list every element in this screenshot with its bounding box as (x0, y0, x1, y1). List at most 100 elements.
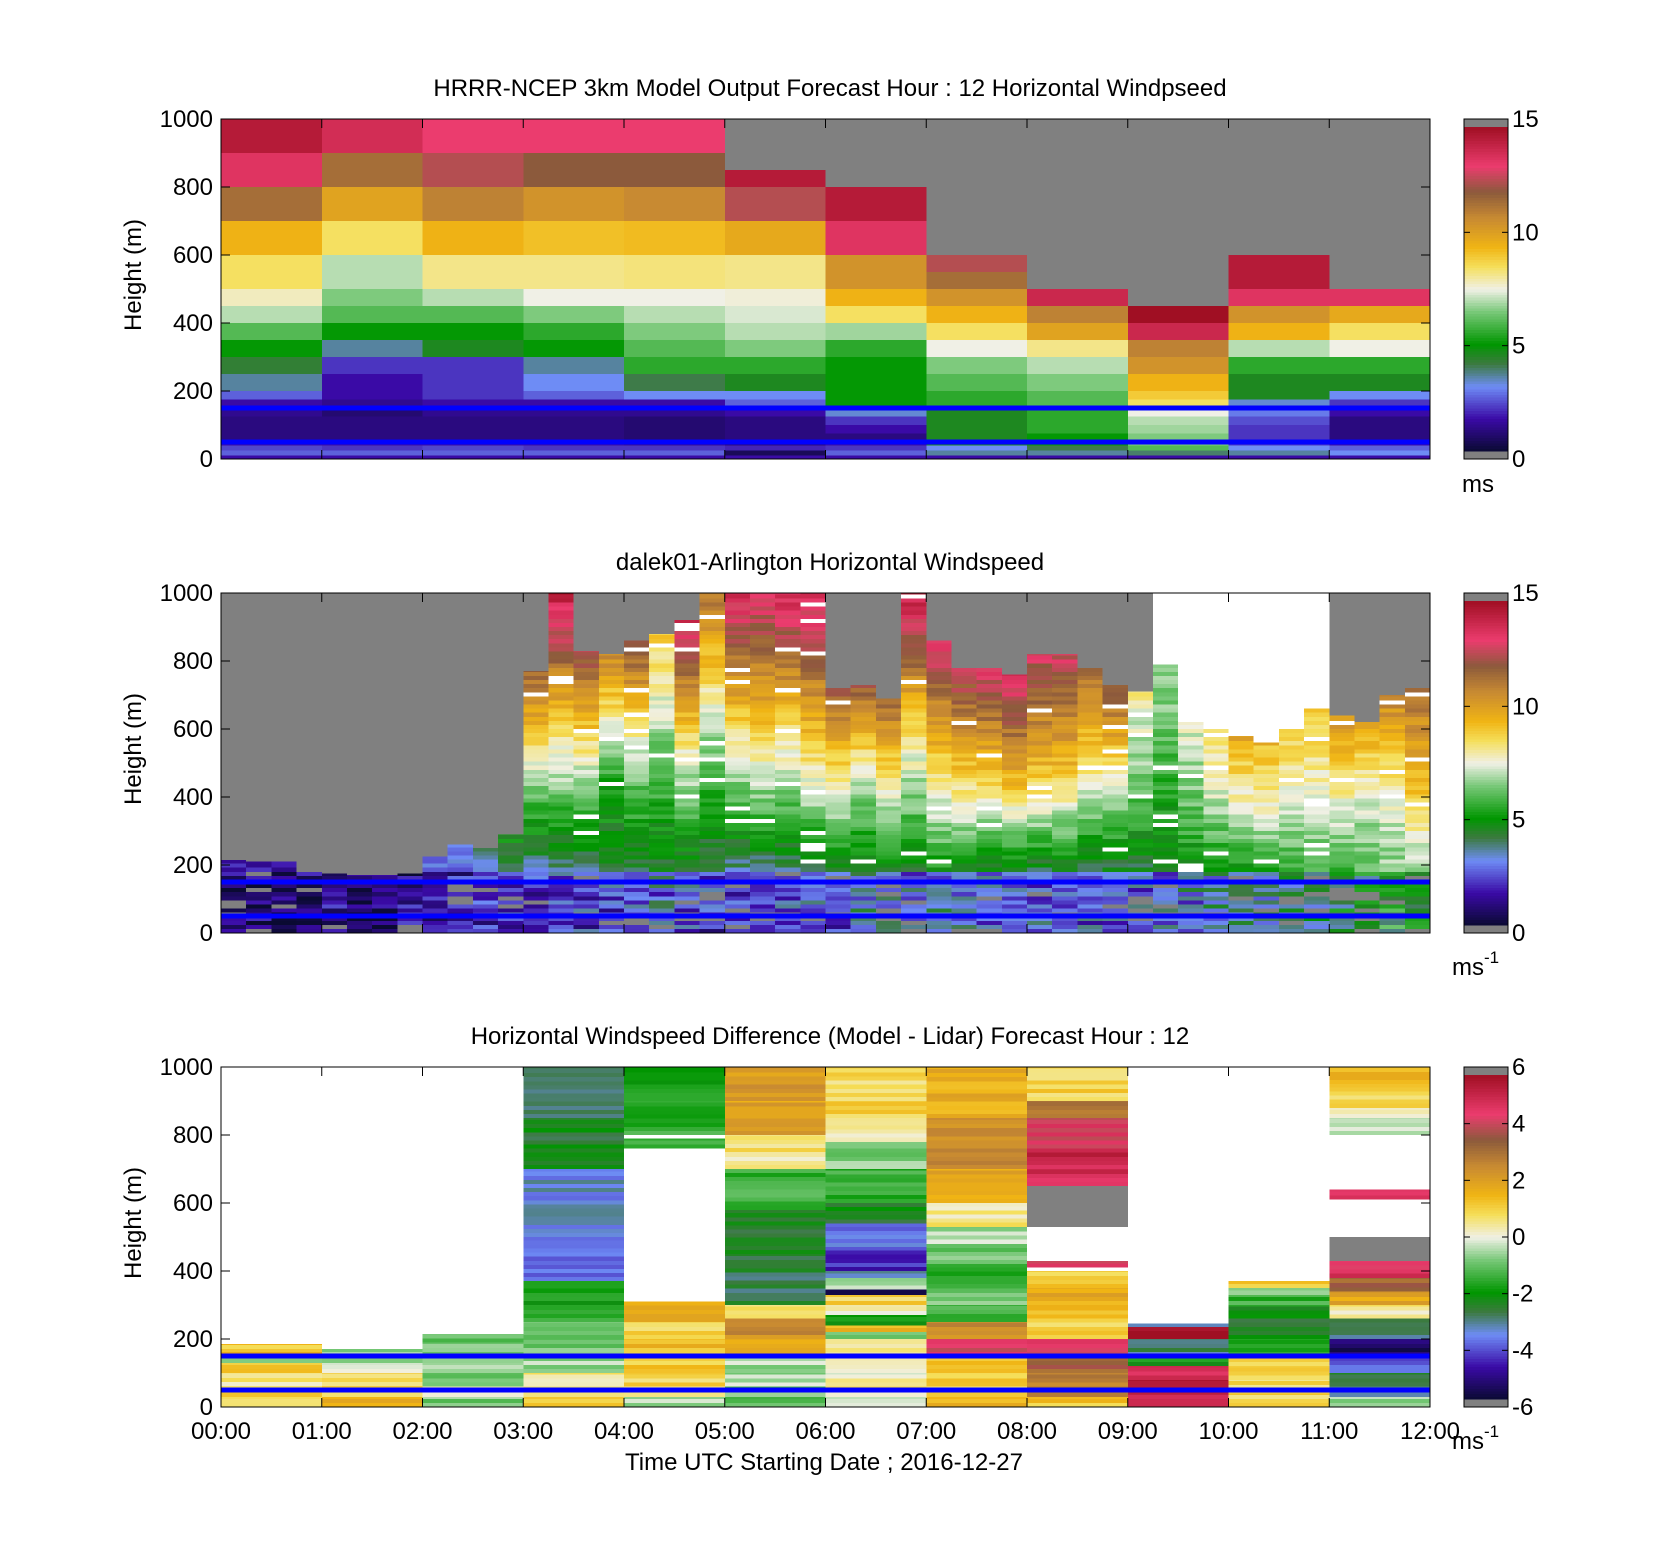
heatmap-cell (221, 867, 247, 872)
heatmap-cell (749, 810, 776, 815)
heatmap-cell (1228, 1379, 1330, 1382)
heatmap-cell (598, 822, 624, 827)
heatmap-cell (724, 720, 750, 725)
heatmap-cell (1001, 733, 1027, 738)
heatmap-cell (1278, 773, 1305, 778)
heatmap-cell (1278, 884, 1305, 889)
heatmap-cell (321, 1392, 423, 1397)
missing-data-cell (926, 119, 1027, 255)
heatmap-cell (926, 408, 1027, 417)
heatmap-cell (548, 810, 574, 815)
heatmap-cell (598, 916, 624, 921)
heatmap-cell (573, 859, 599, 864)
heatmap-cell (1178, 737, 1204, 742)
heatmap-cell (775, 688, 801, 693)
heatmap-cell (749, 928, 776, 933)
heatmap-cell (724, 1296, 826, 1301)
heatmap-cell (749, 851, 776, 856)
heatmap-cell (1329, 445, 1430, 451)
colorbar-swatch (1464, 353, 1508, 358)
heatmap-cell (624, 782, 650, 787)
heatmap-cell (951, 826, 977, 831)
heatmap-cell (674, 620, 700, 623)
heatmap-cell (624, 847, 650, 852)
heatmap-cell (1127, 1402, 1229, 1407)
heatmap-cell (875, 867, 902, 872)
colorbar-swatch (1464, 224, 1508, 228)
heatmap-cell (850, 720, 876, 725)
colorbar-swatch (1464, 1288, 1508, 1292)
heatmap-cell (1228, 1371, 1330, 1376)
heatmap-cell (1354, 786, 1380, 791)
heatmap-cell (1404, 790, 1430, 795)
heatmap-cell (749, 822, 776, 827)
heatmap-cell (1329, 1378, 1430, 1383)
heatmap-cell (926, 1186, 1027, 1191)
heatmap-cell (221, 1381, 322, 1386)
heatmap-cell (875, 700, 902, 705)
heatmap-cell (1329, 1067, 1430, 1072)
heatmap-cell (850, 708, 876, 713)
missing-data-cell (825, 119, 927, 187)
heatmap-cell (548, 831, 574, 836)
heatmap-cell (1178, 896, 1204, 901)
heatmap-cell (775, 892, 801, 897)
colorbar-swatch (1464, 251, 1508, 255)
colorbar-swatch (1464, 1158, 1508, 1162)
colorbar-swatch (1464, 1312, 1508, 1316)
heatmap-cell (598, 896, 624, 901)
heatmap-cell (1001, 737, 1027, 742)
heatmap-cell (724, 1177, 826, 1182)
heatmap-cell (1404, 802, 1430, 807)
heatmap-cell (825, 1068, 927, 1073)
y-tick-label: 800 (173, 174, 213, 201)
heatmap-cell (624, 1334, 725, 1339)
heatmap-cell (523, 782, 549, 787)
heatmap-cell (372, 928, 398, 933)
heatmap-cell (1228, 753, 1254, 758)
heatmap-cell (724, 733, 750, 738)
heatmap-cell (1329, 1398, 1430, 1403)
heatmap-cell (674, 798, 700, 803)
heatmap-cell (850, 712, 876, 717)
heatmap-cell (573, 888, 599, 893)
heatmap-cell (1253, 790, 1279, 795)
heatmap-cell (221, 153, 322, 187)
heatmap-cell (1329, 737, 1355, 742)
colorbar-swatch (1464, 226, 1508, 231)
heatmap-cell (901, 794, 927, 799)
colorbar-swatch (1464, 1188, 1508, 1192)
colorbar-swatch (1464, 442, 1508, 447)
heatmap-cell (674, 745, 700, 750)
heatmap-cell (825, 1234, 927, 1240)
heatmap-cell (775, 675, 801, 681)
heatmap-cell (825, 688, 851, 693)
heatmap-cell (1304, 855, 1330, 860)
heatmap-cell (951, 835, 977, 840)
colorbar-swatch (1464, 630, 1508, 634)
heatmap-cell (1027, 1177, 1128, 1182)
heatmap-cell (624, 724, 650, 729)
heatmap-cell (724, 1378, 826, 1383)
heatmap-cell (800, 871, 826, 876)
heatmap-cell (901, 712, 927, 717)
colorbar-swatch (1464, 237, 1508, 241)
heatmap-cell (372, 908, 398, 913)
heatmap-cell (1027, 745, 1053, 750)
heatmap-cell (1404, 839, 1430, 844)
heatmap-cell (523, 855, 549, 860)
colorbar-swatch (1464, 240, 1508, 244)
missing-data-cell (724, 119, 826, 170)
heatmap-cell (1127, 810, 1153, 815)
y-tick-label: 600 (173, 716, 213, 743)
heatmap-cell (875, 822, 902, 827)
heatmap-cell (422, 884, 448, 889)
heatmap-cell (1329, 1191, 1430, 1196)
colorbar-swatch (1464, 164, 1508, 169)
heatmap-cell (1304, 773, 1330, 778)
heatmap-cell (976, 884, 1002, 889)
heatmap-cell (1304, 822, 1330, 827)
heatmap-cell (1203, 904, 1229, 909)
heatmap-cell (825, 255, 927, 289)
heatmap-cell (271, 896, 297, 901)
